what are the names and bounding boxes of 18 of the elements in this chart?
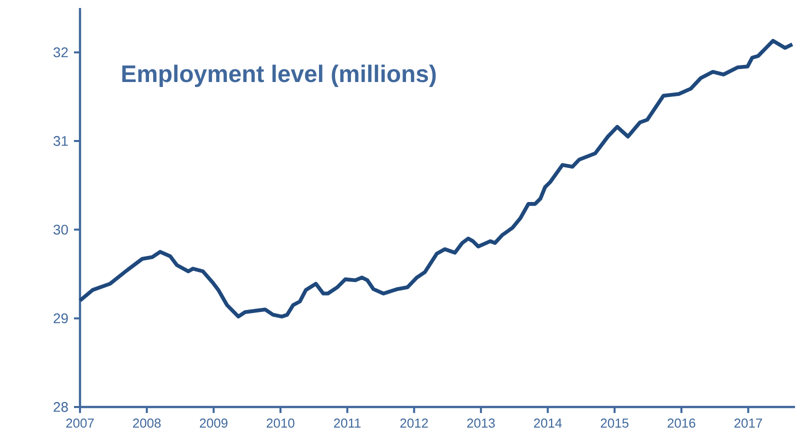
x-tick-label: 2012: [400, 418, 428, 428]
x-tick-label: 2015: [600, 418, 628, 428]
x-tick-label: 2007: [66, 418, 94, 428]
x-tick-label: 2008: [133, 418, 161, 428]
y-tick-label: 29: [54, 313, 68, 324]
y-tick-label: 28: [54, 402, 68, 412]
x-tick-label: 2014: [534, 418, 562, 428]
y-tick-label: 31: [54, 136, 68, 146]
y-tick-label: 32: [54, 47, 68, 58]
line-series: [78, 38, 794, 318]
x-tick-label: 2016: [668, 418, 696, 428]
x-tick-label: 2009: [200, 418, 228, 428]
x-tick-label: 2010: [266, 418, 294, 428]
x-tick-label: 2011: [334, 418, 361, 428]
x-tick-label: 2013: [467, 418, 495, 428]
y-tick-label: 30: [54, 224, 68, 235]
x-tick-label: 2017: [734, 418, 762, 428]
text: Employment level (millions): [122, 64, 436, 87]
